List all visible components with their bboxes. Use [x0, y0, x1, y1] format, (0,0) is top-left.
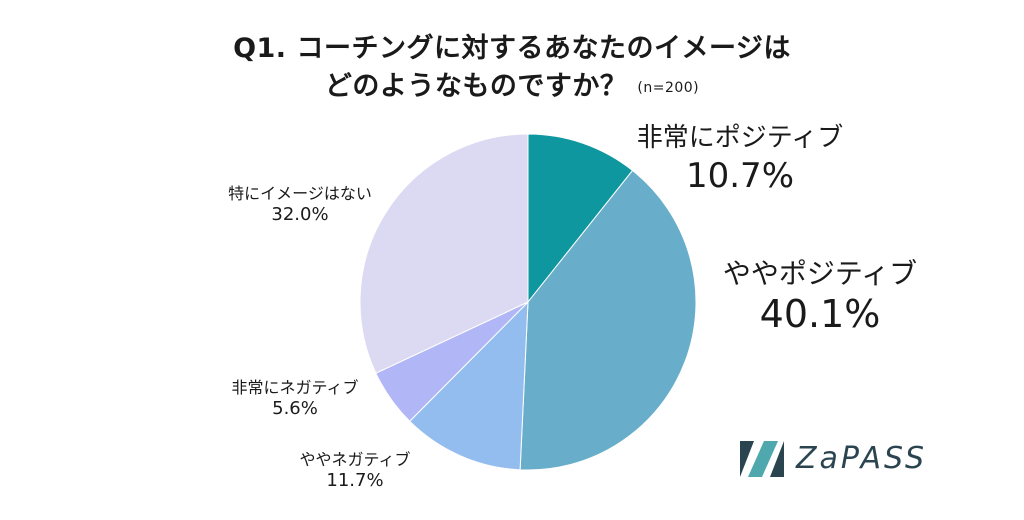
slice-label-very-negative: 非常にネガティブ 5.6% [215, 378, 375, 421]
slice-percent-very-positive: 10.7% [685, 155, 794, 196]
slice-label-somewhat-positive: ややポジティブ 40.1% [700, 256, 940, 339]
pie-slice-somewhat-positive [519, 169, 697, 471]
pie-slice-very-positive [527, 133, 634, 304]
slice-label-somewhat-negative: ややネガティブ 11.7% [285, 450, 425, 493]
slice-label-no-image: 特にイメージはない 32.0% [215, 184, 385, 227]
slice-percent-no-image: 32.0% [271, 204, 329, 225]
pie-slice-no-image [359, 133, 529, 374]
slice-percent-somewhat-negative: 11.7% [326, 470, 384, 491]
chart-title-line-2: どのようなものですか？ (n=200) [0, 64, 1024, 103]
slice-percent-somewhat-positive: 40.1% [759, 292, 881, 336]
zapass-logo-icon [740, 441, 784, 477]
slice-name-no-image: 特にイメージはない [228, 184, 372, 203]
logo-wordmark: ZaPASS [796, 441, 928, 476]
title-text-1: Q1. コーチングに対するあなたのイメージは [233, 33, 791, 64]
logo-shape-right [770, 441, 784, 477]
slice-percent-very-negative: 5.6% [272, 398, 318, 419]
pie-slice-somewhat-negative [408, 300, 529, 471]
logo-shape-left [740, 441, 754, 477]
slice-label-very-positive: 非常にポジティブ 10.7% [610, 122, 870, 197]
slice-name-very-negative: 非常にネガティブ [231, 378, 359, 397]
title-text-2: どのようなものですか？ [324, 71, 628, 102]
slice-name-somewhat-positive: ややポジティブ [722, 257, 918, 290]
sample-size-note: (n=200) [637, 79, 700, 96]
slice-name-somewhat-negative: ややネガティブ [299, 450, 411, 469]
logo-shape-middle [748, 441, 778, 477]
slice-name-very-positive: 非常にポジティブ [636, 123, 844, 153]
chart-title-line-1: Q1. コーチングに対するあなたのイメージは [0, 26, 1024, 65]
